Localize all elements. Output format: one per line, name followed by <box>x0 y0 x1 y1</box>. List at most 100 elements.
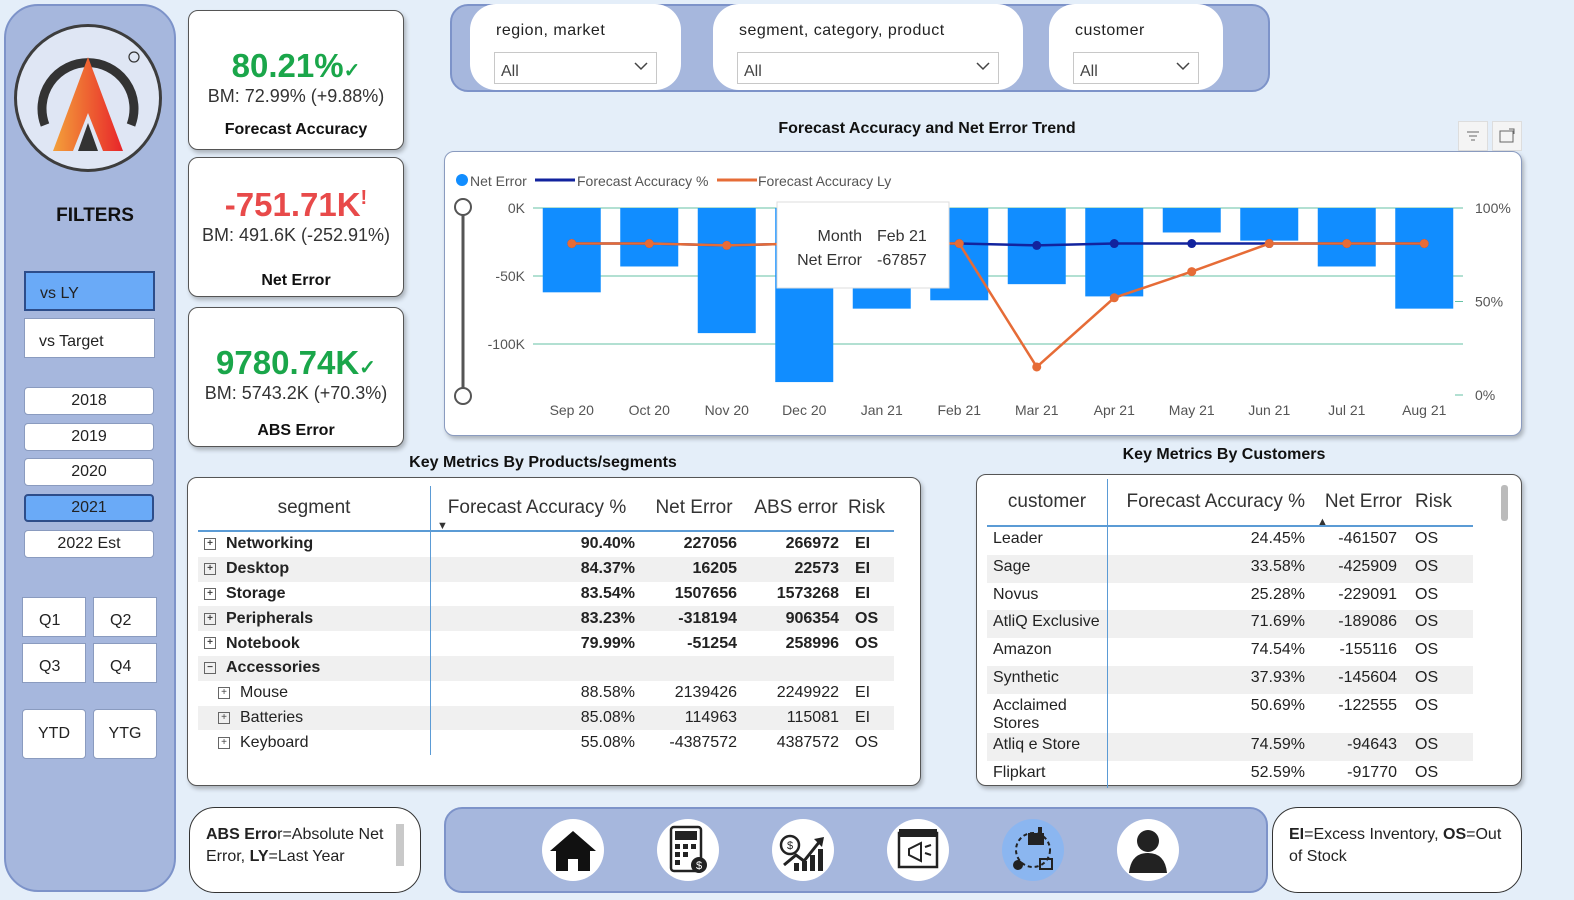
table-row[interactable]: Atliq e Store 74.59% -94643 OS <box>987 732 1473 761</box>
dropdown-value: All <box>1080 63 1098 80</box>
finance-button[interactable]: $ <box>772 819 834 881</box>
expand-icon[interactable]: + <box>218 686 230 699</box>
y-right-tick-label: 100% <box>1475 200 1511 216</box>
checkmark-icon: ✓ <box>343 60 361 82</box>
table-row[interactable]: AtliQ Exclusive 71.69% -189086 OS <box>987 610 1473 639</box>
column-header-abs-error[interactable]: ABS error <box>745 486 847 532</box>
ytg-button[interactable]: YTG <box>93 709 157 759</box>
x-tick-label: May 21 <box>1169 402 1215 418</box>
expand-icon[interactable]: + <box>204 538 216 551</box>
expand-icon[interactable]: + <box>204 587 216 600</box>
expand-icon[interactable]: + <box>204 562 216 575</box>
abs-error-cell: 115081 <box>745 705 847 731</box>
forecast-accuracy-cell: 33.58% <box>1107 554 1313 583</box>
forecast-accuracy-cell: 90.40% <box>580 535 635 553</box>
user-button[interactable] <box>1117 819 1179 881</box>
net-error-cell: 1507656 <box>674 584 737 602</box>
forecast-accuracy-cell: 74.59% <box>1107 732 1313 761</box>
column-header-forecast-accuracy[interactable]: Forecast Accuracy % ▼ <box>430 486 643 532</box>
vs-ly-button[interactable]: vs LY <box>24 271 155 311</box>
customer-cell: AtliQ Exclusive <box>987 610 1108 639</box>
expand-icon[interactable]: + <box>204 612 216 625</box>
calculator-button[interactable]: $ <box>657 819 719 881</box>
trend-chart: 0K -50K -100K 100% 50% 0% Sep 20 Oct 20 Nov 20 De… <box>454 173 1511 418</box>
quarter-q4-button[interactable]: Q4 <box>93 643 157 683</box>
segment-cell: + Networking <box>198 531 431 557</box>
marketing-button[interactable] <box>887 819 949 881</box>
chevron-down-icon <box>976 62 990 71</box>
table-row[interactable]: Novus 25.28% -229091 OS <box>987 582 1473 611</box>
abs-error-cell: 22573 <box>745 556 847 582</box>
customer-dropdown[interactable]: All <box>1073 52 1199 84</box>
forecast-accuracy-cell: 83.54% <box>580 584 635 602</box>
expand-icon[interactable]: + <box>204 637 216 650</box>
risk-cell: OS <box>1403 610 1473 639</box>
column-header-net-error[interactable]: Net Error ▲ <box>1313 479 1403 528</box>
table-row[interactable]: + Batteries 85.08% 114963 115081 EI <box>198 705 894 731</box>
table-row[interactable]: Acclaimed Stores 50.69% -122555 OS <box>987 693 1473 733</box>
table-row[interactable]: − Accessories <box>198 655 894 681</box>
filter-icon[interactable] <box>1458 121 1488 151</box>
x-tick-label: Jan 21 <box>861 402 903 418</box>
table-row[interactable]: Leader 24.45% -461507 OS <box>987 526 1473 555</box>
table-row[interactable]: Sage 33.58% -425909 OS <box>987 554 1473 583</box>
customer-cell: Sage <box>987 554 1108 583</box>
quarter-q1-button[interactable]: Q1 <box>22 597 86 637</box>
note-text: =Excess Inventory, <box>1304 826 1443 843</box>
risk-cell: OS <box>847 606 894 632</box>
forecast-accuracy-card: 80.21%✓ BM: 72.99% (+9.88%) Forecast Acc… <box>188 10 404 150</box>
risk-cell: EI <box>855 584 871 602</box>
segment-category-product-dropdown[interactable]: All <box>737 52 999 84</box>
table-row[interactable]: + Networking 90.40% 227056 266972 EI <box>198 531 894 557</box>
y-left-tick-label: 0K <box>508 200 526 216</box>
column-header-risk[interactable]: Risk <box>847 486 894 532</box>
year-2021-button[interactable]: 2021 <box>24 494 154 522</box>
column-header-forecast-accuracy[interactable]: Forecast Accuracy % <box>1107 479 1313 527</box>
column-header-customer[interactable]: customer <box>987 479 1108 527</box>
table-row[interactable]: Synthetic 37.93% -145604 OS <box>987 665 1473 694</box>
net-error-cell: -145604 <box>1313 665 1403 694</box>
abs-error-cell: 906354 <box>745 606 847 632</box>
collapse-icon[interactable]: − <box>204 662 216 675</box>
tooltip-error-label: Net Error <box>797 252 863 269</box>
segment-name: Desktop <box>226 560 290 578</box>
abs-error-benchmark: BM: 5743.2K (+70.3%) <box>204 383 388 403</box>
forecast-accuracy-cell: 83.23% <box>430 606 643 632</box>
year-2022-est-button[interactable]: 2022 Est <box>24 530 154 558</box>
legend-label: Net Error <box>470 173 527 189</box>
column-header-net-error[interactable]: Net Error <box>643 486 745 532</box>
year-2018-button[interactable]: 2018 <box>24 387 154 415</box>
table-scrollbar[interactable] <box>1501 485 1508 521</box>
focus-mode-icon[interactable] <box>1492 121 1522 151</box>
table-row[interactable]: + Notebook 79.99% -51254 258996 OS <box>198 631 894 656</box>
expand-icon[interactable]: + <box>218 711 230 724</box>
year-2019-button[interactable]: 2019 <box>24 423 154 451</box>
vs-target-button[interactable]: vs Target <box>24 318 155 358</box>
table-row[interactable]: Flipkart 52.59% -91770 OS <box>987 760 1473 789</box>
column-header-segment[interactable]: segment <box>198 486 431 532</box>
forecast-accuracy-cell: 55.08% <box>580 733 635 751</box>
net-error-value: -751.71K <box>224 186 361 223</box>
expand-icon[interactable]: + <box>218 736 230 749</box>
quarter-q3-button[interactable]: Q3 <box>22 643 86 683</box>
forecast-accuracy-cell: 52.59% <box>1250 763 1305 781</box>
forecast-accuracy-line-point <box>1187 239 1197 249</box>
supply-chain-button[interactable] <box>1002 819 1064 881</box>
net-error-bar <box>1240 208 1299 241</box>
table-row[interactable]: + Desktop 84.37% 16205 22573 EI <box>198 556 894 582</box>
ytd-button[interactable]: YTD <box>22 709 86 759</box>
chevron-down-icon <box>634 62 648 71</box>
region-market-dropdown[interactable]: All <box>494 52 657 84</box>
note-scrollbar[interactable] <box>396 824 404 866</box>
home-button[interactable] <box>542 819 604 881</box>
table-row[interactable]: + Mouse 88.58% 2139426 2249922 EI <box>198 680 894 706</box>
forecast-accuracy-cell: 85.08% <box>430 705 643 731</box>
table-row[interactable]: + Storage 83.54% 1507656 1573268 EI <box>198 581 894 607</box>
year-2020-button[interactable]: 2020 <box>24 458 154 486</box>
column-header-risk[interactable]: Risk <box>1403 479 1473 527</box>
quarter-q2-button[interactable]: Q2 <box>93 597 157 637</box>
x-tick-label: Nov 20 <box>705 402 750 418</box>
table-row[interactable]: Amazon 74.54% -155116 OS <box>987 638 1473 666</box>
table-row[interactable]: + Keyboard 55.08% -4387572 4387572 OS <box>198 730 894 756</box>
table-row[interactable]: + Peripherals 83.23% -318194 906354 OS <box>198 606 894 632</box>
